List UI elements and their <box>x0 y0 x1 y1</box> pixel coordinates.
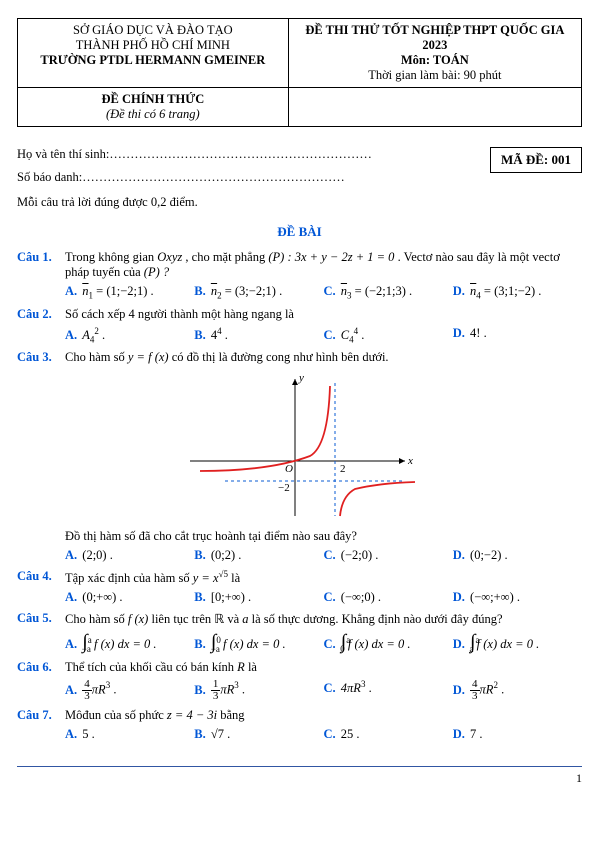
candidate-id-line: Số báo danh: <box>17 170 490 185</box>
candidate-name-line: Họ và tên thí sinh: <box>17 147 490 162</box>
page: SỞ GIÁO DỤC VÀ ĐÀO TẠO THÀNH PHỐ HỒ CHÍ … <box>5 18 594 786</box>
svg-text:O: O <box>285 463 293 475</box>
duration: Thời gian làm bài: 90 phút <box>295 68 575 83</box>
dept-line1: SỞ GIÁO DỤC VÀ ĐÀO TẠO <box>24 23 282 38</box>
question-5: Câu 5. Cho hàm số f (x) liên tục trên ℝ … <box>17 611 582 627</box>
score-rule: Mỗi câu trả lời đúng được 0,2 điểm. <box>17 195 582 210</box>
dept-line2: THÀNH PHỐ HỒ CHÍ MINH <box>24 38 282 53</box>
exam-code-box: MÃ ĐỀ: 001 <box>490 147 582 173</box>
q3-after: Đồ thị hàm số đã cho cắt trục hoành tại … <box>65 529 582 544</box>
official-label: ĐỀ CHÍNH THỨC <box>24 92 282 107</box>
footer-rule <box>17 766 582 767</box>
q7-options: A. 5 . B. √7 . C. 25 . D. 7 . <box>65 727 582 742</box>
school-name: TRƯỜNG PTDL HERMANN GMEINER <box>24 53 282 68</box>
q6-options: A. 43πR3 . B. 13πR3 . C. 4πR3 . D. 43πR2… <box>65 679 582 702</box>
exam-title: ĐỀ THI THỬ TỐT NGHIỆP THPT QUỐC GIA 2023 <box>295 23 575 53</box>
question-7: Câu 7. Môđun của số phức z = 4 − 3i bằng <box>17 708 582 723</box>
question-1: Câu 1. Trong không gian Oxyz , cho mặt p… <box>17 250 582 280</box>
question-6: Câu 6. Thể tích của khối cầu có bán kính… <box>17 660 582 675</box>
svg-text:y: y <box>298 372 304 384</box>
svg-text:x: x <box>407 455 413 467</box>
q3-options: A. (2;0) . B. (0;2) . C. (−2;0) . D. (0;… <box>65 548 582 563</box>
question-4: Câu 4. Tập xác định của hàm số y = x√5 l… <box>17 569 582 586</box>
section-title: ĐỀ BÀI <box>17 224 582 240</box>
svg-text:−2: −2 <box>278 482 290 494</box>
q4-options: A. (0;+∞) . B. [0;+∞) . C. (−∞;0) . D. (… <box>65 590 582 605</box>
subject: Môn: TOÁN <box>295 53 575 68</box>
svg-text:2: 2 <box>340 463 346 475</box>
question-2: Câu 2. Số cách xếp 4 người thành một hàn… <box>17 307 582 322</box>
page-number: 1 <box>17 771 582 786</box>
q2-options: A. A42 . B. 44 . C. C44 . D. 4! . <box>65 326 582 345</box>
npages: (Đề thi có 6 trang) <box>24 107 282 122</box>
question-3: Câu 3. Cho hàm số y = f (x) có đồ thị là… <box>17 350 582 365</box>
q1-options: A. n1 = (1;−2;1) . B. n2 = (3;−2;1) . C.… <box>65 284 582 301</box>
meta-row: Họ và tên thí sinh: Số báo danh: MÃ ĐỀ: … <box>17 147 582 185</box>
header-table: SỞ GIÁO DỤC VÀ ĐÀO TẠO THÀNH PHỐ HỒ CHÍ … <box>17 18 582 127</box>
q3-graph: x y O 2 −2 <box>180 371 420 521</box>
q5-options: A. ∫a−a f (x) dx = 0 . B. ∫0−a f (x) dx … <box>65 631 582 654</box>
